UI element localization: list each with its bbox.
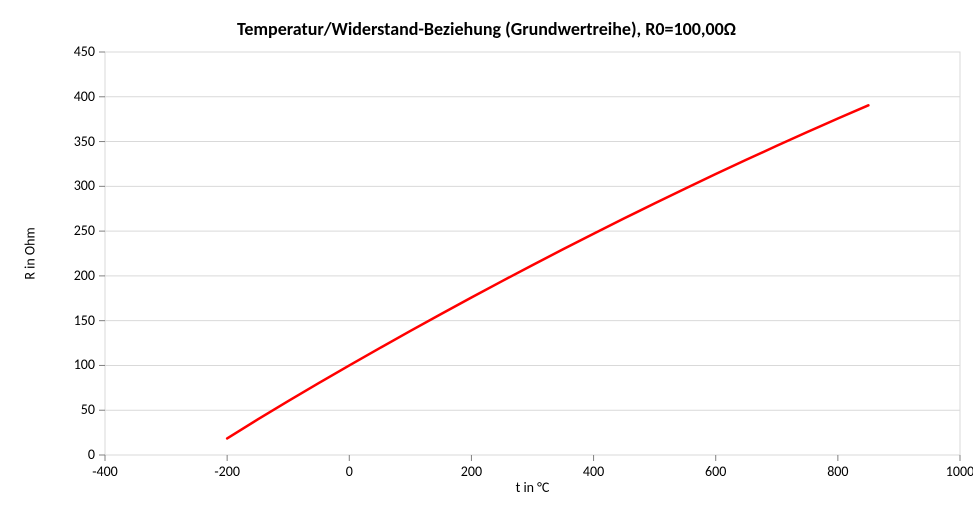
- ytick-label: 300: [55, 177, 95, 194]
- xtick-label: 1000: [930, 463, 973, 480]
- xtick-label: 400: [564, 463, 624, 480]
- ytick-label: 200: [55, 267, 95, 284]
- ytick-label: 350: [55, 133, 95, 150]
- ytick-label: 450: [55, 43, 95, 60]
- ytick-label: 150: [55, 312, 95, 329]
- chart-container: Temperatur/Widerstand-Beziehung (Grundwe…: [0, 0, 973, 514]
- xtick-label: -200: [197, 463, 257, 480]
- ytick-label: 100: [55, 356, 95, 373]
- xtick-label: -400: [75, 463, 135, 480]
- ytick-label: 250: [55, 222, 95, 239]
- xtick-label: 200: [441, 463, 501, 480]
- ytick-label: 50: [55, 401, 95, 418]
- ytick-label: 0: [55, 446, 95, 463]
- xtick-label: 800: [808, 463, 868, 480]
- xtick-label: 0: [319, 463, 379, 480]
- chart-svg: [0, 0, 973, 514]
- xtick-label: 600: [686, 463, 746, 480]
- ytick-label: 400: [55, 88, 95, 105]
